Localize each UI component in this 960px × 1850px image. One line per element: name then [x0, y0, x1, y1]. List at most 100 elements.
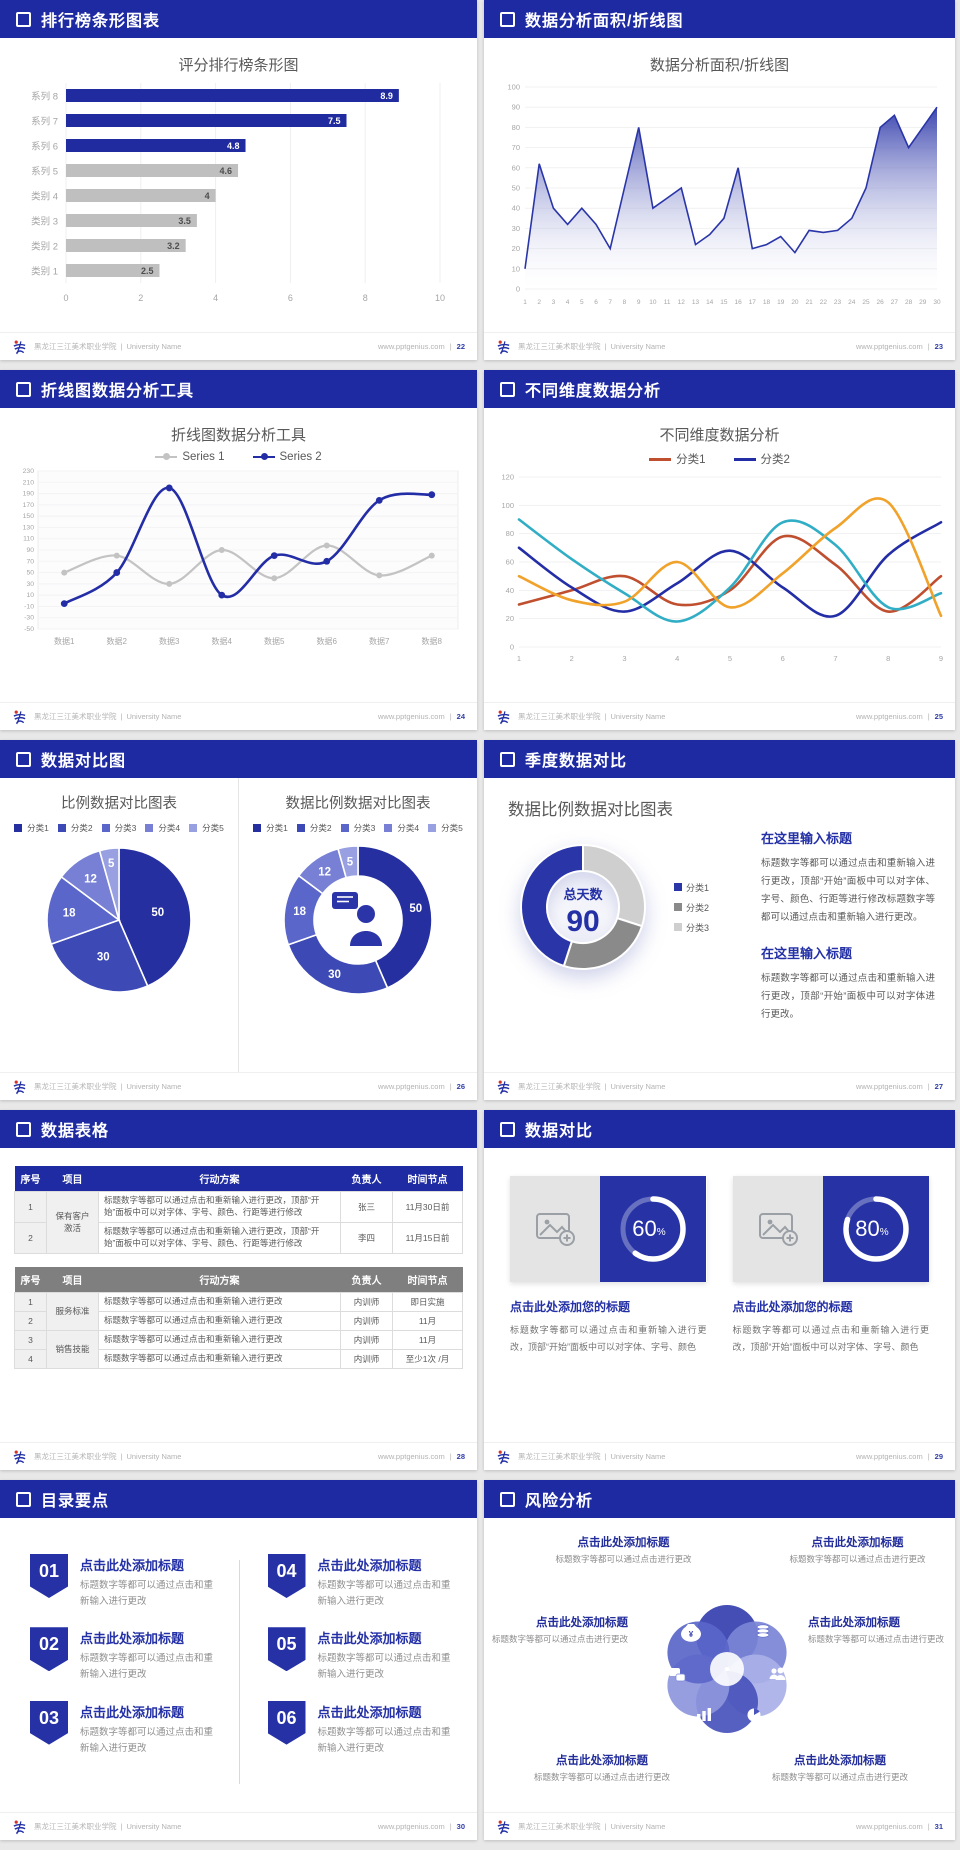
item-title: 点击此处添加标题: [317, 1704, 422, 1720]
slide-risk-analysis[interactable]: 风险分析 ¥ 点击此处添加标题 标题数字等都可以通过点击进行更改 点击此处添加标题标…: [484, 1480, 955, 1840]
action-plan-table: 序号 项目 行动方案 负责人 时间节点 1 服务标准 标题数字等都可以通过点击和重新输入进行更…: [14, 1266, 463, 1369]
site-url[interactable]: www.pptgenius.com: [856, 1822, 923, 1831]
catalog-item[interactable]: 05 点击此处添加标题 标题数字等都可以通过点击和重新输入进行更改: [267, 1627, 454, 1683]
slide-title: 排行榜条形图表: [41, 13, 161, 30]
svg-text:1: 1: [516, 654, 520, 663]
text-block: 在这里输入标题 标题数字等都可以通过点击和重新输入进行更改，顶部“开始”面板中可以…: [761, 828, 935, 927]
risk-item[interactable]: 点击此处添加标题标题数字等都可以通过点击进行更改: [546, 1534, 701, 1566]
svg-text:13: 13: [691, 299, 699, 306]
number-badge: 03: [30, 1700, 68, 1745]
catalog-item[interactable]: 01 点击此处添加标题 标题数字等都可以通过点击和重新输入进行更改: [30, 1554, 216, 1610]
item-title: 点击此处添加标题: [811, 1537, 904, 1549]
slide-percent-comparison[interactable]: 数据对比 60% 点击此处添加您的标题 标题数字等都可以通过点击和重新输入进行更改，…: [484, 1110, 955, 1470]
risk-item[interactable]: 点击此处添加标题 标题数字等都可以通过点击进行更改: [808, 1614, 950, 1646]
people-icon: [769, 1667, 786, 1680]
site-url[interactable]: www.pptgenius.com: [856, 712, 923, 721]
school-name: 黑龙江三江美术职业学院: [34, 1452, 117, 1461]
legend-item: 分类2: [733, 451, 790, 467]
svg-text:4.8: 4.8: [227, 141, 240, 151]
slide-data-table[interactable]: 数据表格 序号 项目 行动方案 负责人 时间节点 1 保有客户激活 标题数字等都可以通过点击和…: [0, 1110, 477, 1470]
svg-text:类别 1: 类别 1: [31, 266, 58, 278]
action-plan-table: 序号 项目 行动方案 负责人 时间节点 1 保有客户激活 标题数字等都可以通过点击和重新输入进…: [14, 1166, 463, 1254]
site-url[interactable]: www.pptgenius.com: [856, 342, 923, 351]
item-title: 点击此处添加标题: [80, 1631, 185, 1647]
catalog-item[interactable]: 06 点击此处添加标题 标题数字等都可以通过点击和重新输入进行更改: [267, 1700, 454, 1757]
slide-catalog-points[interactable]: 目录要点 01 点击此处添加标题 标题数字等都可以通过点击和重新输入进行更改 04 点击…: [0, 1480, 477, 1840]
slide-multi-dimension[interactable]: 不同维度数据分析 不同维度数据分析 分类1 分类2 0 20 40 60 80 100 120…: [484, 370, 955, 730]
svg-text:20: 20: [791, 299, 799, 306]
slide-title: 数据对比图: [41, 753, 127, 770]
school-logo-icon: [497, 710, 510, 724]
slide-title: 数据表格: [41, 1123, 110, 1140]
item-title: 点击此处添加标题: [794, 1755, 886, 1767]
page-number: 25: [934, 712, 943, 721]
risk-item[interactable]: 点击此处添加标题 标题数字等都可以通过点击进行更改: [488, 1614, 628, 1646]
percent-card: 80% 点击此处添加您的标题 标题数字等都可以通过点击和重新输入进行更改，顶部“开始…: [732, 1176, 929, 1442]
catalog-item[interactable]: 02 点击此处添加标题 标题数字等都可以通过点击和重新输入进行更改: [30, 1627, 216, 1683]
svg-text:100: 100: [501, 501, 514, 510]
site-url[interactable]: www.pptgenius.com: [378, 1822, 445, 1831]
svg-text:10: 10: [434, 293, 444, 303]
table-header-cell: 时间节点: [392, 1266, 463, 1293]
svg-text:类别 3: 类别 3: [31, 216, 58, 228]
image-placeholder: [732, 1176, 823, 1282]
svg-text:数据7: 数据7: [369, 636, 390, 646]
svg-text:4: 4: [213, 293, 218, 303]
svg-text:18: 18: [293, 906, 306, 918]
square-bullet-icon: [16, 11, 31, 27]
svg-text:210: 210: [22, 479, 34, 486]
slide-pie-comparison[interactable]: 数据对比图 比例数据对比图表 分类1 分类2 分类3 分类4 分类5 50 30 18 12 5…: [0, 740, 477, 1100]
legend-item: 分类5: [189, 822, 224, 834]
svg-text:15: 15: [720, 299, 728, 306]
item-body: 标题数字等都可以通过点击进行更改: [789, 1554, 926, 1564]
slide-line-tool[interactable]: 折线图数据分析工具 折线图数据分析工具 Series 1 Series 2 230…: [0, 370, 477, 730]
risk-item[interactable]: 点击此处添加标题 标题数字等都可以通过点击进行更改: [760, 1752, 920, 1784]
svg-text:5: 5: [727, 654, 731, 663]
slide-footer: 黑龙江三江美术职业学院 | University Name www.pptgenius…: [0, 1442, 477, 1470]
table-row: 4 标题数字等都可以通过点击和重新输入进行更改 内训师 至少1次 /月: [14, 1348, 463, 1369]
risk-item[interactable]: 点击此处添加标题标题数字等都可以通过点击进行更改: [780, 1534, 935, 1566]
svg-text:数据5: 数据5: [264, 636, 285, 646]
site-url[interactable]: www.pptgenius.com: [856, 1082, 923, 1091]
table-header-cell: 时间节点: [392, 1166, 463, 1192]
school-name: 黑龙江三江美术职业学院: [518, 1822, 601, 1831]
svg-text:30: 30: [26, 581, 34, 588]
svg-text:150: 150: [22, 513, 34, 520]
slide-area-line[interactable]: 数据分析面积/折线图 数据分析面积/折线图 0 10 20 30 40 50 60 70 80 9…: [484, 0, 955, 360]
catalog-item[interactable]: 04 点击此处添加标题 标题数字等都可以通过点击和重新输入进行更改: [267, 1554, 454, 1610]
svg-text:70: 70: [511, 143, 519, 152]
chart-legend: 分类1 分类2: [484, 451, 955, 467]
slide-title: 数据分析面积/折线图: [525, 13, 684, 30]
svg-text:4: 4: [204, 191, 209, 201]
table-header-cell: 负责人: [340, 1266, 393, 1293]
catalog-item[interactable]: 03 点击此处添加标题 标题数字等都可以通过点击和重新输入进行更改: [30, 1700, 216, 1757]
svg-text:50: 50: [511, 184, 519, 193]
item-title: 点击此处添加标题: [577, 1537, 670, 1549]
svg-text:130: 130: [22, 524, 34, 531]
card-body: 标题数字等都可以通过点击和重新输入进行更改，顶部“开始”面板中可以对字体、字号、…: [510, 1325, 707, 1352]
svg-text:5: 5: [347, 857, 354, 869]
site-url[interactable]: www.pptgenius.com: [378, 1082, 445, 1091]
school-name: 黑龙江三江美术职业学院: [518, 342, 601, 351]
svg-text:¥: ¥: [689, 1630, 694, 1639]
slide-footer: 黑龙江三江美术职业学院 | University Name www.pptgenius…: [484, 1072, 955, 1100]
slide-quarter-comparison[interactable]: 季度数据对比 数据比例数据对比图表 总天数 90 分类1 分类2 分类3 在这里输入标…: [484, 740, 955, 1100]
line-chart: 230 210 190 170 150 130 110 90 70 50 30 10 -10 -30 -50…: [22, 468, 458, 646]
svg-text:18: 18: [63, 907, 76, 919]
number-badge: 01: [30, 1554, 68, 1598]
site-url[interactable]: www.pptgenius.com: [856, 1452, 923, 1461]
vertical-divider: [238, 1560, 240, 1784]
site-url[interactable]: www.pptgenius.com: [378, 712, 445, 721]
svg-text:20: 20: [505, 614, 513, 623]
item-body: 标题数字等都可以通过点击进行更改: [555, 1554, 692, 1564]
site-url[interactable]: www.pptgenius.com: [378, 1452, 445, 1461]
item-title: 点击此处添加标题: [536, 1617, 628, 1629]
coins-icon: [756, 1624, 770, 1638]
site-url[interactable]: www.pptgenius.com: [378, 342, 445, 351]
item-title: 点击此处添加标题: [317, 1558, 422, 1573]
footer-separator: |: [120, 1822, 123, 1831]
risk-item[interactable]: 点击此处添加标题 标题数字等都可以通过点击进行更改: [522, 1752, 682, 1784]
slide-bar-ranking[interactable]: 排行榜条形图表 评分排行榜条形图 0 2 4 6 8 10 8.9 系列 8 7.5 系列 7 4.…: [0, 0, 477, 360]
chart-title: 数据分析面积/折线图: [649, 57, 790, 74]
